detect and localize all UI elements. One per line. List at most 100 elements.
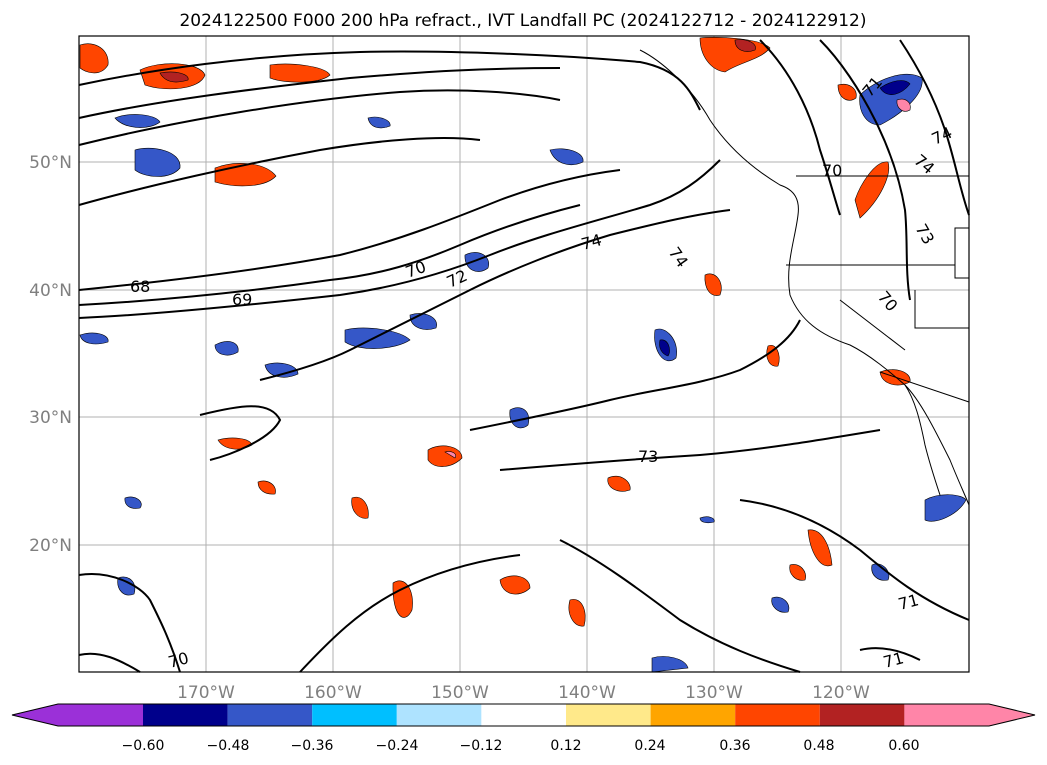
negative-anomaly xyxy=(549,148,584,165)
negative-anomaly xyxy=(117,576,136,596)
contour-line xyxy=(78,89,561,146)
contour-line xyxy=(299,554,521,673)
baja-coastline xyxy=(904,384,941,496)
lon-label-160w: 160°W xyxy=(304,683,362,703)
us-west-coastline xyxy=(639,49,970,506)
figure-title: 2024122500 F000 200 hPa refract., IVT La… xyxy=(179,11,866,31)
lat-label-40n: 40°N xyxy=(29,281,72,301)
coastlines xyxy=(639,49,970,506)
positive-anomaly xyxy=(269,63,331,83)
contour-label: 68 xyxy=(130,277,150,296)
negative-anomaly xyxy=(124,496,142,509)
map-panel: 68 69 70 72 74 74 73 70 71 70 71 74 74 7… xyxy=(78,35,970,673)
lon-label-130w: 130°W xyxy=(685,683,743,703)
contour-line xyxy=(78,50,701,111)
contour-line-68 xyxy=(78,169,621,291)
positive-anomaly xyxy=(807,529,833,567)
negative-anomaly xyxy=(651,656,689,673)
colorbar-labels: −0.60 −0.48 −0.36 −0.24 −0.12 0.12 0.24 … xyxy=(122,738,920,754)
colorbar-segment xyxy=(312,704,397,726)
latitude-labels: 50°N 40°N 30°N 20°N xyxy=(29,153,72,556)
colorbar-segment xyxy=(735,704,820,726)
contour-line-71 xyxy=(739,499,970,621)
contour-line-74 xyxy=(469,319,801,431)
colorbar-tick-label: −0.24 xyxy=(376,738,419,754)
negative-anomaly xyxy=(659,339,670,357)
lon-label-170w: 170°W xyxy=(177,683,235,703)
colorbar-tick-label: 0.36 xyxy=(719,738,750,754)
lat-label-20n: 20°N xyxy=(29,536,72,556)
colorbar-outline xyxy=(11,703,1036,727)
positive-anomaly xyxy=(789,564,806,581)
negative-anomaly xyxy=(367,116,391,129)
contour-line xyxy=(759,39,841,216)
contour-line xyxy=(899,39,970,216)
negative-anomaly xyxy=(264,362,299,378)
positive-anomaly xyxy=(607,475,631,492)
negative-anomaly xyxy=(699,516,715,524)
state-border-east xyxy=(914,290,969,329)
colorbar-segment xyxy=(396,704,482,726)
contour-line-70 xyxy=(78,159,721,319)
negative-anomaly xyxy=(871,563,890,581)
contour-line-69 xyxy=(78,204,581,306)
contour-label: 69 xyxy=(232,290,252,309)
lat-label-50n: 50°N xyxy=(29,153,72,173)
negative-anomaly xyxy=(771,596,790,613)
contour-label: 70 xyxy=(822,161,842,180)
refractivity-contours xyxy=(78,39,970,673)
contour-label: 73 xyxy=(638,447,658,466)
lon-label-140w: 140°W xyxy=(558,683,616,703)
negative-anomaly xyxy=(114,114,161,128)
colorbar-tick-label: 0.48 xyxy=(803,738,834,754)
colorbar-segment xyxy=(481,704,566,726)
contour-line-72 xyxy=(259,209,731,381)
contour-line xyxy=(78,652,141,673)
positive-anomaly xyxy=(79,43,109,74)
state-border-california xyxy=(839,299,906,351)
lat-label-30n: 30°N xyxy=(29,408,72,428)
colorbar-tick-label: 0.24 xyxy=(634,738,665,754)
colorbar-segment xyxy=(143,704,228,726)
negative-anomaly xyxy=(134,147,181,177)
negative-anomaly xyxy=(879,80,911,95)
map-background xyxy=(79,36,969,672)
colorbar-extend-min xyxy=(12,704,58,726)
contour-label: 74 xyxy=(579,230,604,254)
contour-label: 71 xyxy=(896,590,921,614)
colorbar-segment xyxy=(58,704,143,726)
negative-anomaly xyxy=(924,494,967,522)
colorbar-tick-label: 0.12 xyxy=(550,738,581,754)
positive-anomaly xyxy=(444,451,457,459)
positive-anomaly xyxy=(214,163,277,187)
positive-anomaly xyxy=(351,496,369,519)
colorbar-tick-label: −0.60 xyxy=(122,738,165,754)
positive-anomaly xyxy=(568,599,586,627)
negative-anomaly xyxy=(79,332,109,345)
contour-line xyxy=(78,67,561,119)
colorbar-tick-label: −0.36 xyxy=(291,738,334,754)
colorbar-segment xyxy=(819,704,905,726)
colorbar-segment xyxy=(566,704,651,726)
positive-anomaly xyxy=(159,71,189,83)
contour-line-73 xyxy=(499,429,881,471)
contour-label: 71 xyxy=(881,648,906,672)
colorbar-tick-label: −0.12 xyxy=(460,738,503,754)
colorbar-tick-label: −0.48 xyxy=(207,738,250,754)
contour-line xyxy=(78,573,181,673)
colorbar-extend-max xyxy=(989,704,1035,726)
colorbar: −0.60 −0.48 −0.36 −0.24 −0.12 0.12 0.24 … xyxy=(11,703,1036,754)
longitude-labels: 170°W 160°W 150°W 140°W 130°W 120°W xyxy=(177,683,870,703)
positive-anomaly xyxy=(499,575,531,595)
contour-line xyxy=(819,39,911,301)
colorbar-segment xyxy=(650,704,736,726)
positive-anomaly xyxy=(427,445,463,467)
contour-line xyxy=(859,647,921,661)
negative-anomaly xyxy=(214,341,239,356)
us-mexico-border xyxy=(879,371,970,403)
lon-label-120w: 120°W xyxy=(812,683,870,703)
positive-anomaly xyxy=(837,83,857,101)
positive-anomaly xyxy=(734,39,756,52)
positive-anomaly xyxy=(257,480,276,495)
